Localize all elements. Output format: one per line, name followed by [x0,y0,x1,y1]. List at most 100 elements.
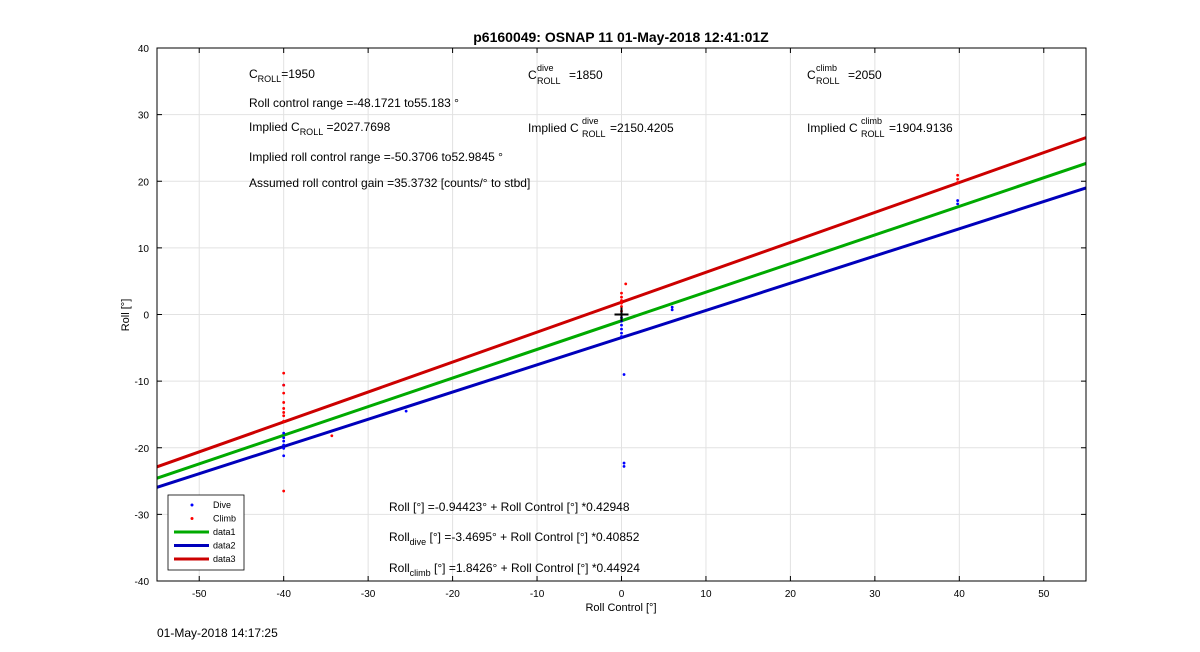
point-climb [282,411,286,414]
svg-text:Implied C: Implied C [807,121,858,135]
x-axis-label: Roll Control [°] [585,602,656,614]
legend-label-data1: data1 [213,527,236,537]
point-climb [620,291,623,295]
fit-all-annotation: Roll [°] =-0.94423° + Roll Control [°] *… [389,500,630,514]
legend-marker-climb [190,517,194,520]
y-tick-label: 10 [138,244,150,255]
svg-text:=2150.4205: =2150.4205 [610,121,674,135]
point-dive [282,443,286,447]
point-climb [956,181,960,184]
x-tick-label: -50 [192,589,207,600]
point-dive [622,373,626,376]
point-dive [956,199,960,202]
point-dive [620,331,623,335]
legend-label-dive: Dive [213,500,231,510]
svg-text:ROLL: ROLL [861,129,885,139]
y-tick-label: -40 [135,577,150,588]
x-tick-label: -10 [530,589,545,600]
point-climb [620,295,623,299]
y-tick-label: -20 [135,444,150,455]
point-climb [282,401,286,404]
point-dive [282,439,286,443]
point-climb [956,177,960,181]
svg-text:dive: dive [537,63,554,73]
x-tick-label: 0 [619,589,625,600]
svg-text:ROLL: ROLL [582,129,606,139]
x-tick-label: -40 [276,589,291,600]
point-climb [282,407,286,410]
point-climb [282,419,286,423]
legend-marker-dive [190,503,194,507]
y-tick-label: 40 [138,44,150,55]
svg-text:Implied C: Implied C [528,121,579,135]
gain-annotation: Assumed roll control gain =35.3732 [coun… [249,176,530,190]
point-climb [282,371,286,375]
point-dive [282,454,286,458]
x-tick-label: 10 [700,589,712,600]
axis-ticks: -50 -40 -30 -20 -10 0 10 20 30 40 50 -40 -30 -20 -10 0 1… [135,44,1086,600]
footer-timestamp: 01-May-2018 14:17:25 [157,626,278,640]
fit-climb-annotation: Rollclimb [°] =1.8426° + Roll Control [°… [389,561,640,578]
point-climb [282,489,286,493]
x-tick-label: 40 [954,589,966,600]
svg-text:ROLL: ROLL [537,76,561,86]
data-points [282,173,960,493]
svg-text:climb: climb [861,116,882,126]
origin-marker [614,307,629,322]
point-dive [620,323,623,327]
implied-range-annotation: Implied roll control range =-50.3706 to5… [249,150,503,164]
x-tick-label: -20 [445,589,460,600]
y-tick-label: -30 [135,510,150,521]
point-climb [282,391,286,395]
point-climb [620,305,623,308]
y-tick-label: 30 [138,111,150,122]
svg-text:climb: climb [816,63,837,73]
svg-text:=1904.9136: =1904.9136 [889,121,953,135]
y-tick-label: 20 [138,177,150,188]
point-dive [620,335,623,338]
point-climb [624,282,628,286]
x-tick-label: 30 [869,589,881,600]
chart-title: p6160049: OSNAP 11 01-May-2018 12:41:01Z [473,29,769,45]
svg-text:C: C [807,68,816,82]
point-climb [282,414,286,418]
c-roll-climb-annotation: C climb ROLL =2050 [807,63,882,86]
implied-c-roll-dive-annotation: Implied C dive ROLL =2150.4205 [528,116,674,139]
point-dive [956,202,960,206]
point-dive [404,409,408,413]
point-dive [670,308,674,312]
point-dive [622,461,626,465]
roll-range-annotation: Roll control range =-48.1721 to55.183 ° [249,96,459,110]
y-axis-label: Roll [°] [120,299,132,332]
svg-text:dive: dive [582,116,599,126]
point-dive [282,431,286,435]
point-dive [620,327,623,331]
y-tick-label: 0 [143,311,149,322]
x-tick-label: -30 [361,589,376,600]
point-climb [620,299,623,302]
implied-c-roll-annotation: Implied CROLL =2027.7698 [249,120,391,137]
point-climb [330,434,334,438]
point-dive [622,465,626,468]
legend-label-climb: Climb [213,514,236,524]
svg-text:=2050: =2050 [848,68,882,82]
legend-label-data3: data3 [213,554,236,564]
point-climb [282,383,286,387]
point-dive [282,447,286,450]
annotations: CROLL=1950 C dive ROLL =1850 C climb ROL… [249,63,953,578]
point-climb [956,173,960,177]
fit-dive-annotation: Rolldive [°] =-3.4695° + Roll Control [°… [389,530,640,547]
x-tick-label: 20 [785,589,797,600]
legend: Dive Climb data1 data2 data3 [167,494,245,571]
point-dive [282,436,286,440]
point-climb [620,301,623,305]
svg-text:ROLL: ROLL [816,76,840,86]
y-tick-label: -10 [135,377,150,388]
x-tick-label: 50 [1038,589,1050,600]
implied-c-roll-climb-annotation: Implied C climb ROLL =1904.9136 [807,116,953,139]
svg-text:C: C [528,68,537,82]
c-roll-annotation: CROLL=1950 [249,67,315,84]
legend-label-data2: data2 [213,541,236,551]
c-roll-dive-annotation: C dive ROLL =1850 [528,63,603,86]
